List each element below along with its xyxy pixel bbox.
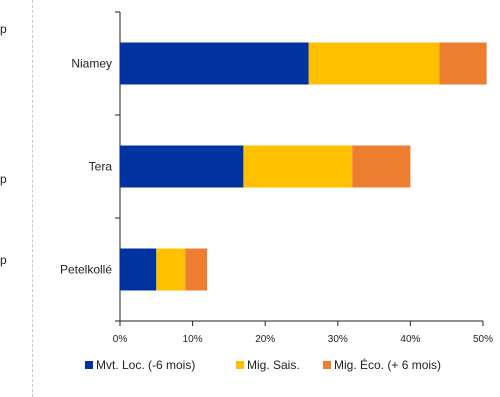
bar-segment xyxy=(352,145,411,188)
left-text-fragment: p xyxy=(0,22,7,36)
bar-segment xyxy=(120,145,244,188)
x-tick-label: 30% xyxy=(328,334,348,345)
legend-swatch xyxy=(85,361,93,369)
divider-line xyxy=(32,0,33,397)
bar-segment xyxy=(308,42,440,85)
bar-segment xyxy=(185,248,208,291)
bar-segment xyxy=(120,42,309,85)
bar-segment xyxy=(156,248,186,291)
y-tick-label: Niamey xyxy=(71,57,112,71)
x-tick-label: 50% xyxy=(473,334,493,345)
left-text-fragment: p xyxy=(0,172,7,186)
x-tick-label: 20% xyxy=(255,334,275,345)
legend-swatch xyxy=(236,361,244,369)
bar-segment xyxy=(439,42,487,85)
legend-label: Mig. Éco. (+ 6 mois) xyxy=(334,357,441,372)
legend-swatch xyxy=(323,361,331,369)
bar-segment xyxy=(120,248,157,291)
legend-label: Mig. Sais. xyxy=(247,358,300,372)
legend-label: Mvt. Loc. (-6 mois) xyxy=(96,358,195,372)
y-tick-label: Petelkollé xyxy=(60,263,112,277)
bar-segment xyxy=(243,145,353,188)
left-text-fragment: p xyxy=(0,253,7,267)
x-tick-label: 0% xyxy=(113,334,128,345)
x-tick-label: 40% xyxy=(400,334,420,345)
y-tick-label: Tera xyxy=(89,160,113,174)
x-tick-label: 10% xyxy=(183,334,203,345)
